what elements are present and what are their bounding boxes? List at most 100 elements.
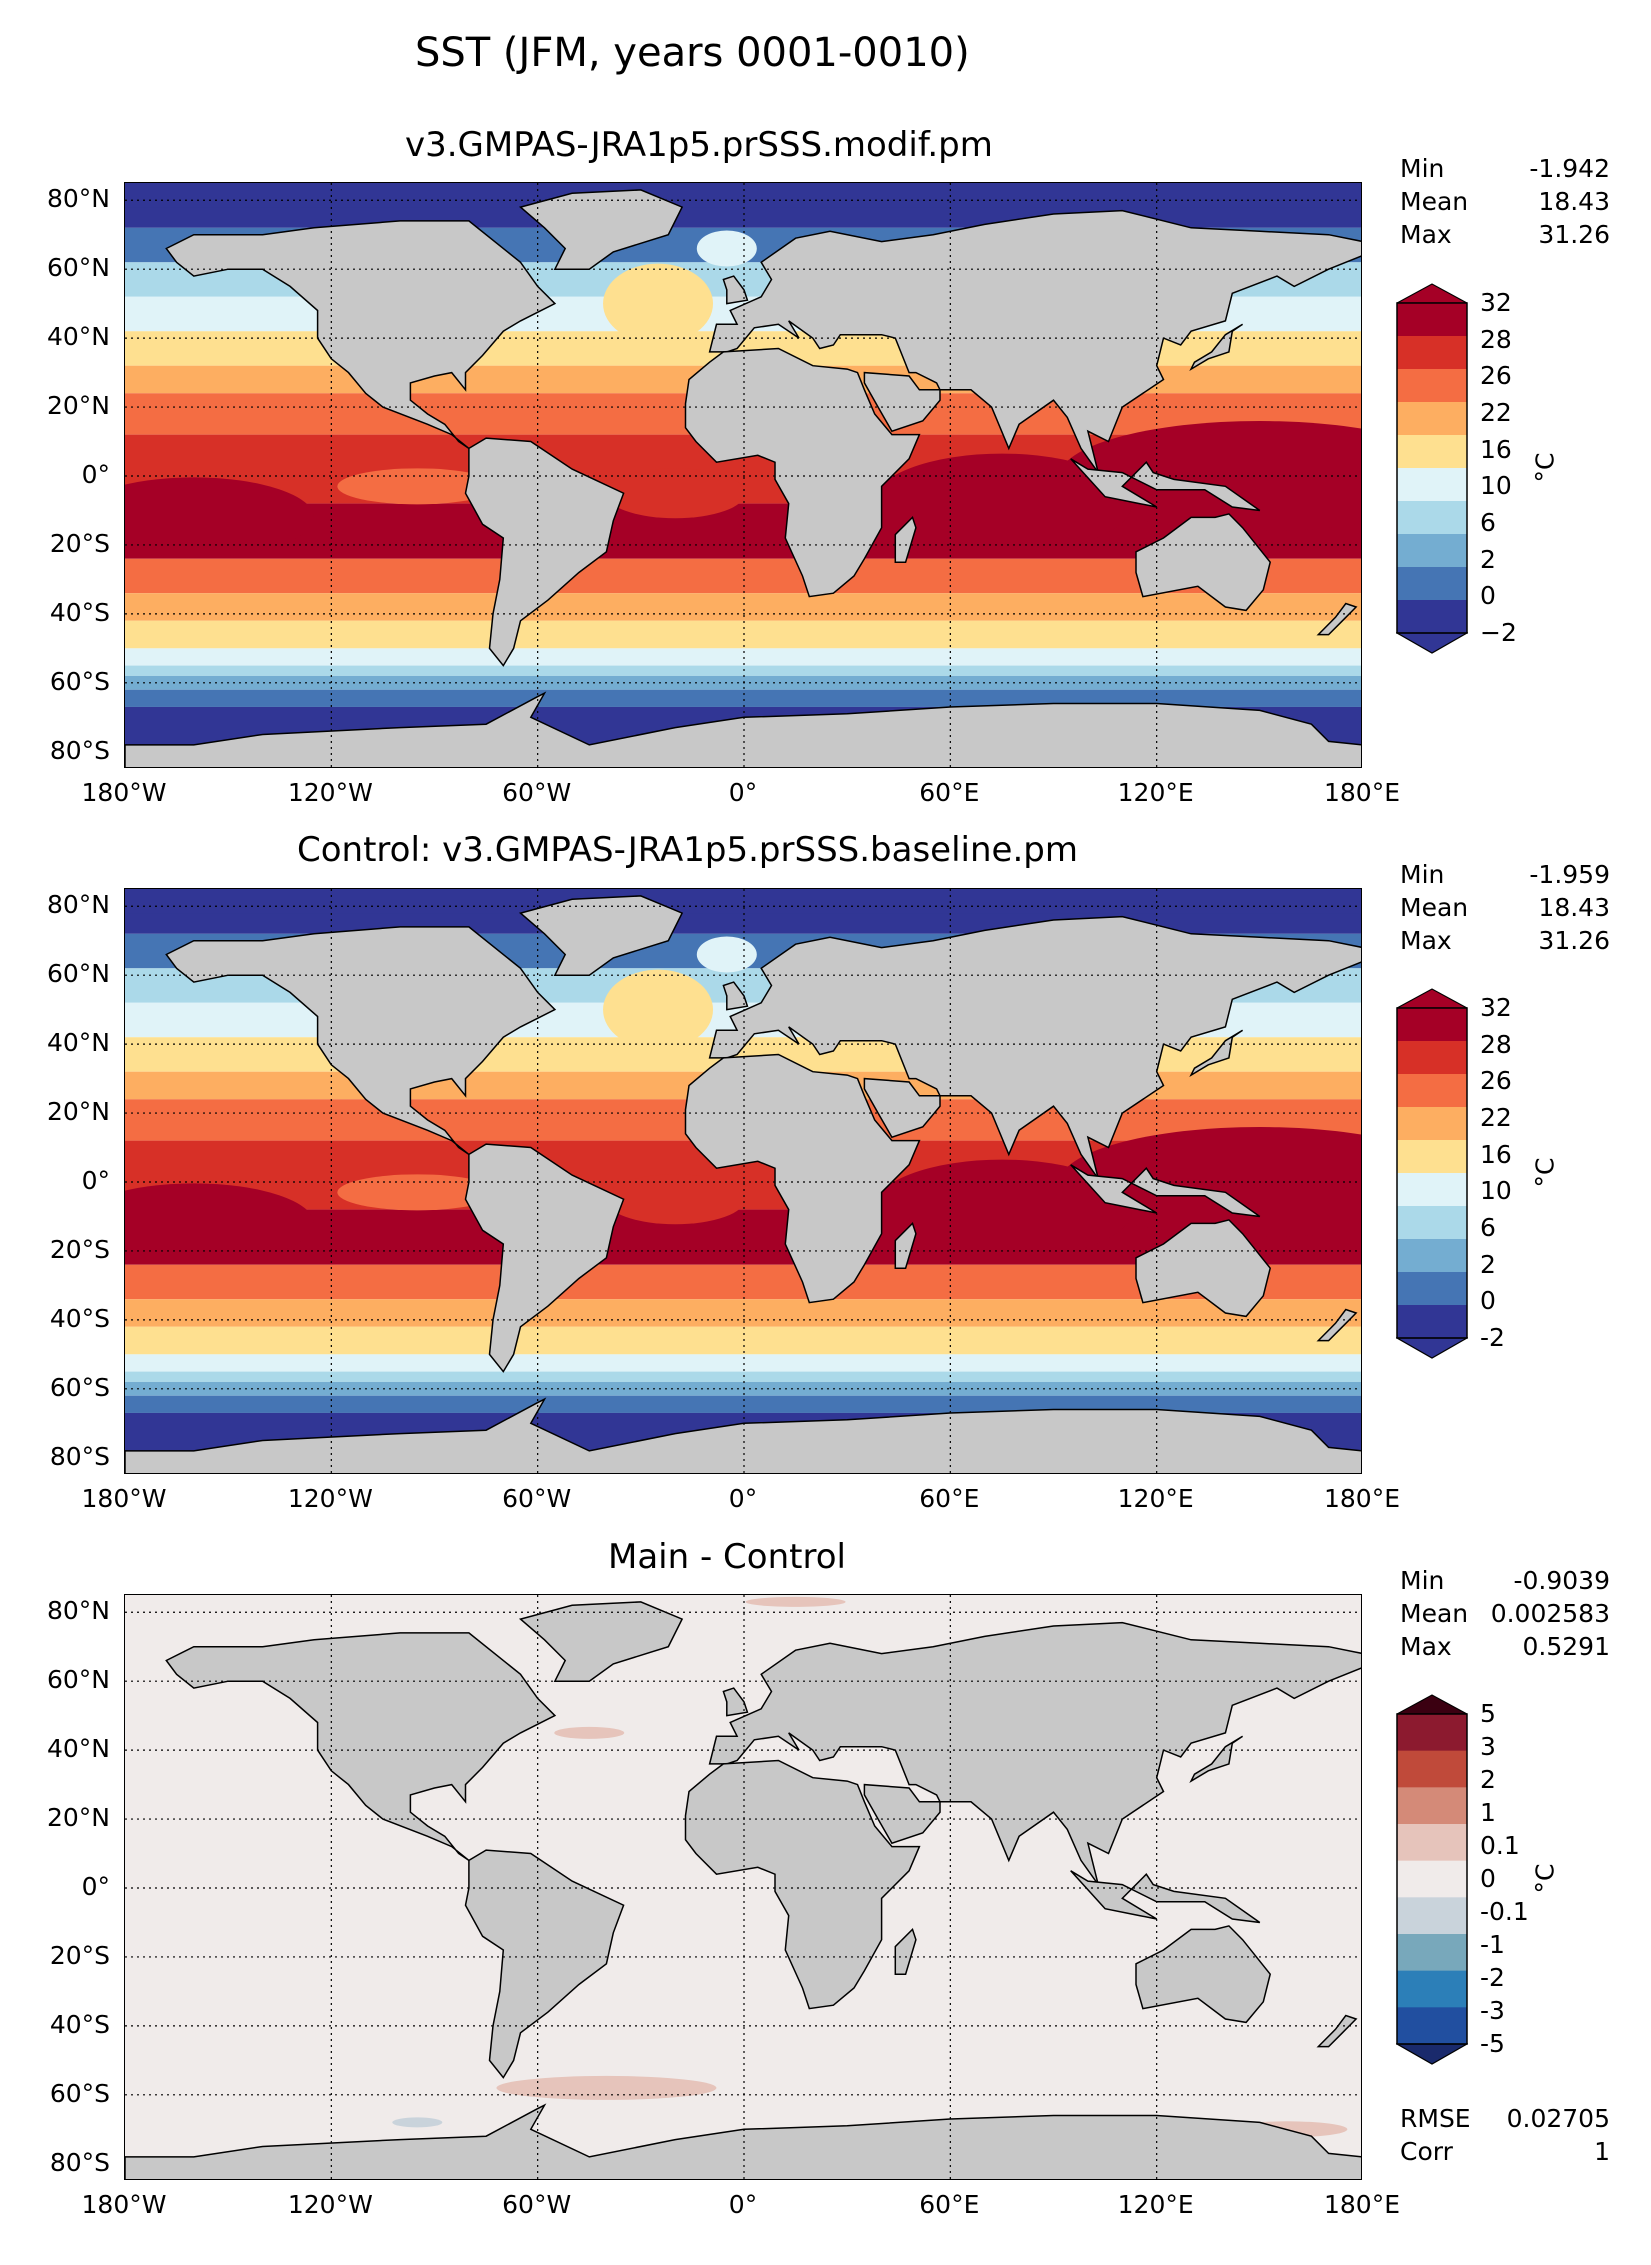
colorbar-segment xyxy=(1397,402,1467,436)
lat-tick-label: 80°N xyxy=(46,184,110,214)
colorbar-segment xyxy=(1397,501,1467,535)
colorbar-segment xyxy=(1397,1860,1467,1898)
lat-tick-label: 20°N xyxy=(46,1803,110,1833)
land-uk xyxy=(722,275,749,305)
land-arabia xyxy=(863,1783,941,1845)
land-south-america xyxy=(464,437,625,667)
diff-patch-southern xyxy=(496,2075,717,2100)
sst-contour-band xyxy=(125,1371,1361,1382)
lon-tick-label: 180°E xyxy=(1323,778,1401,807)
colorbar-tick-label: 1 xyxy=(1480,1798,1496,1827)
colorbar xyxy=(1394,283,1470,659)
sst-contour-band xyxy=(125,648,1361,666)
land-africa xyxy=(684,1759,921,2010)
diff-patch-gulfstream xyxy=(554,1726,625,1739)
colorbar-svg xyxy=(1394,988,1470,1359)
colorbar-tick-label: -2 xyxy=(1480,1963,1505,1992)
colorbar-segment xyxy=(1397,1305,1467,1339)
lat-tick-label: 80°N xyxy=(46,1596,110,1626)
stat-value: 31.26 xyxy=(1538,926,1610,955)
lat-tick-label: 20°S xyxy=(49,1940,110,1970)
colorbar-frame xyxy=(1396,302,1468,634)
warm-band-atlantic xyxy=(605,468,746,519)
colorbar-tick-label: -0.1 xyxy=(1480,1897,1529,1926)
colorbar-tick-label: 6 xyxy=(1480,508,1496,537)
panel-title: Main - Control xyxy=(608,1537,846,1577)
stats-row: Min -0.9039 xyxy=(1400,1564,1610,1597)
colorbar xyxy=(1394,1694,1470,2070)
lat-tick-label: 40°N xyxy=(46,322,110,352)
colorbar-tick-label: 16 xyxy=(1480,1139,1512,1169)
colorbar-frame xyxy=(1396,1713,1468,2045)
stats-row: Max 31.26 xyxy=(1400,218,1610,251)
stat-value: -1.942 xyxy=(1529,154,1610,183)
sst-contour-band xyxy=(125,689,1361,707)
panel-title: Control: v3.GMPAS-JRA1p5.prSSS.baseline.… xyxy=(297,830,1078,870)
lon-tick-label: 180°E xyxy=(1323,1484,1401,1513)
colorbar-segment xyxy=(1397,1239,1467,1273)
lon-tick-label: 180°W xyxy=(81,778,167,807)
cold-tongue-pacific xyxy=(337,1174,498,1211)
colorbar-tick-label: 0 xyxy=(1480,1286,1496,1316)
map-panel xyxy=(124,888,1362,1474)
lon-tick-label: 0° xyxy=(728,1484,758,1513)
land-madagascar xyxy=(894,1928,917,1975)
lon-tick-label: 120°W xyxy=(287,778,373,807)
diagnostic-value: 1 xyxy=(1594,2137,1610,2166)
land-antarctica xyxy=(125,1397,1361,1473)
norwegian-sea xyxy=(696,230,757,267)
map-panel xyxy=(124,182,1362,768)
land-arabia xyxy=(863,371,941,433)
colorbar-tick-label: 10 xyxy=(1480,471,1512,501)
colorbar-tick-label: 32 xyxy=(1480,993,1512,1022)
colorbar-tick-label: 28 xyxy=(1480,1029,1512,1059)
colorbar-segment xyxy=(1397,2007,1467,2045)
stats-box: Min -1.959 Mean 18.43 Max 31.26 xyxy=(1400,858,1610,957)
land-antarctica xyxy=(125,2103,1361,2179)
colorbar-segment xyxy=(1397,600,1467,634)
sst-contour-band xyxy=(125,1354,1361,1372)
colorbar xyxy=(1394,988,1470,1364)
colorbar-extend-min xyxy=(1394,2043,1470,2065)
land-antarctica xyxy=(125,691,1361,767)
colorbar-segment xyxy=(1397,1970,1467,2008)
land-greenland xyxy=(518,1601,684,1682)
stat-value: 31.26 xyxy=(1538,220,1610,249)
sst-contour-band xyxy=(125,1395,1361,1413)
colorbar-tick-label: 10 xyxy=(1480,1176,1512,1206)
colorbar-segment xyxy=(1397,1107,1467,1141)
land-australia xyxy=(1135,513,1272,612)
colorbar-tick-label: 2 xyxy=(1480,1765,1496,1794)
lon-tick-label: 60°E xyxy=(919,2190,980,2219)
colorbar-tick-label: 2 xyxy=(1480,544,1496,574)
lat-tick-label: 60°N xyxy=(46,253,110,283)
colorbar-tick-label: -3 xyxy=(1480,1996,1505,2025)
stat-label: Min xyxy=(1400,1566,1445,1595)
lon-tick-label: 60°W xyxy=(502,1484,572,1513)
land-indonesia xyxy=(1070,458,1261,512)
diagnostics-row: Corr 1 xyxy=(1400,2135,1610,2168)
north-atlantic-drift xyxy=(603,969,714,1050)
colorbar-segment xyxy=(1397,567,1467,601)
lat-tick-label: 80°S xyxy=(49,1441,110,1471)
stats-row: Mean 18.43 xyxy=(1400,185,1610,218)
colorbar-segment xyxy=(1397,1787,1467,1825)
colorbar-extend-max xyxy=(1396,1694,1468,1715)
stat-label: Max xyxy=(1400,220,1452,249)
lon-tick-label: 60°W xyxy=(502,778,572,807)
land-eurasia xyxy=(708,1621,1361,1886)
colorbar-svg xyxy=(1394,283,1470,654)
land-new-zealand xyxy=(1316,1308,1358,1342)
stats-row: Max 0.5291 xyxy=(1400,1630,1610,1663)
stats-row: Max 31.26 xyxy=(1400,924,1610,957)
colorbar-tick-label: 3 xyxy=(1480,1732,1496,1761)
lon-tick-label: 60°E xyxy=(919,778,980,807)
colorbar-tick-label: 2 xyxy=(1480,1249,1496,1279)
colorbar-segment xyxy=(1397,1206,1467,1240)
colorbar-extend-min xyxy=(1394,632,1470,654)
colorbar-tick-label: 5 xyxy=(1480,1699,1496,1728)
north-atlantic-drift xyxy=(603,263,714,344)
warm-band-atlantic xyxy=(605,1174,746,1225)
land-japan xyxy=(1189,323,1244,372)
lat-tick-label: 40°N xyxy=(46,1734,110,1764)
